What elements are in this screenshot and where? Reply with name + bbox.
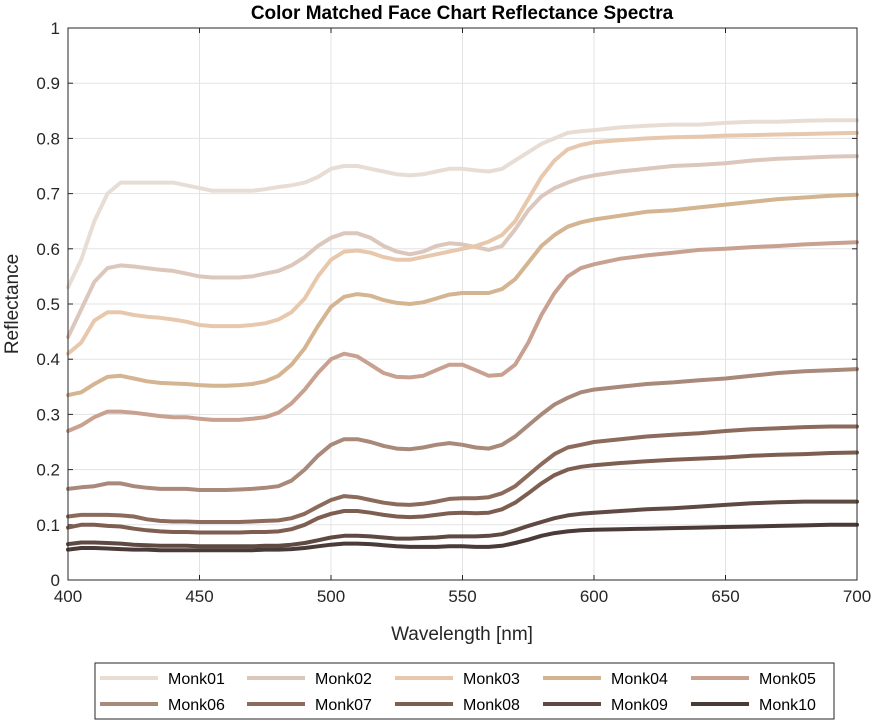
y-tick-label: 1 xyxy=(51,19,60,38)
series-line-monk09 xyxy=(66,499,859,549)
x-tick-label: 400 xyxy=(54,587,82,606)
y-tick-label: 0.8 xyxy=(36,129,60,148)
legend-label-monk07: Monk07 xyxy=(315,697,372,714)
series-line-monk02 xyxy=(66,154,859,340)
chart-title: Color Matched Face Chart Reflectance Spe… xyxy=(251,3,674,24)
series-line-monk04 xyxy=(66,192,859,398)
series-line-monk05 xyxy=(66,240,859,433)
y-tick-label: 0.7 xyxy=(36,185,60,204)
y-tick-label: 0.3 xyxy=(36,405,60,424)
series-line-monk10 xyxy=(66,522,859,553)
series-line-monk01 xyxy=(66,118,859,290)
series-line-monk07 xyxy=(66,424,859,524)
y-tick-label: 0.2 xyxy=(36,461,60,480)
x-axis-label: Wavelength [nm] xyxy=(391,624,533,645)
legend-label-monk03: Monk03 xyxy=(463,671,520,688)
plot-area: 400 450 500 550 600 650 700 0 0.1 0.2 0.3 0.4 0.5 0.6… xyxy=(36,19,871,606)
y-tick-label: 0.4 xyxy=(36,350,60,369)
series-line-monk06 xyxy=(66,367,859,492)
legend: Monk01 Monk02 Monk03 Monk04 Monk05 Monk06 Monk… xyxy=(94,662,835,720)
legend-box xyxy=(94,662,835,720)
x-tick-label: 450 xyxy=(185,587,213,606)
y-tick-label: 0.5 xyxy=(36,295,60,314)
series-line-monk03 xyxy=(66,130,859,356)
x-tick-label: 650 xyxy=(711,587,739,606)
y-axis-label: Reflectance xyxy=(2,254,23,354)
series-line-monk08 xyxy=(66,450,859,535)
legend-label-monk04: Monk04 xyxy=(611,671,668,688)
x-tick-label: 600 xyxy=(580,587,608,606)
x-tick-label: 700 xyxy=(843,587,871,606)
legend-label-monk05: Monk05 xyxy=(759,671,816,688)
y-tick-label: 0 xyxy=(51,571,60,590)
x-tick-label: 500 xyxy=(317,587,345,606)
legend-label-monk01: Monk01 xyxy=(168,671,225,688)
legend-label-monk08: Monk08 xyxy=(463,697,520,714)
x-tick-label: 550 xyxy=(448,587,476,606)
y-tick-label: 0.6 xyxy=(36,240,60,259)
axes-box xyxy=(67,27,858,581)
y-tick-label: 0.9 xyxy=(36,74,60,93)
y-tick-label: 0.1 xyxy=(36,516,60,535)
legend-label-monk09: Monk09 xyxy=(611,697,668,714)
legend-label-monk06: Monk06 xyxy=(168,697,225,714)
legend-label-monk02: Monk02 xyxy=(315,671,372,688)
legend-label-monk10: Monk10 xyxy=(759,697,816,714)
